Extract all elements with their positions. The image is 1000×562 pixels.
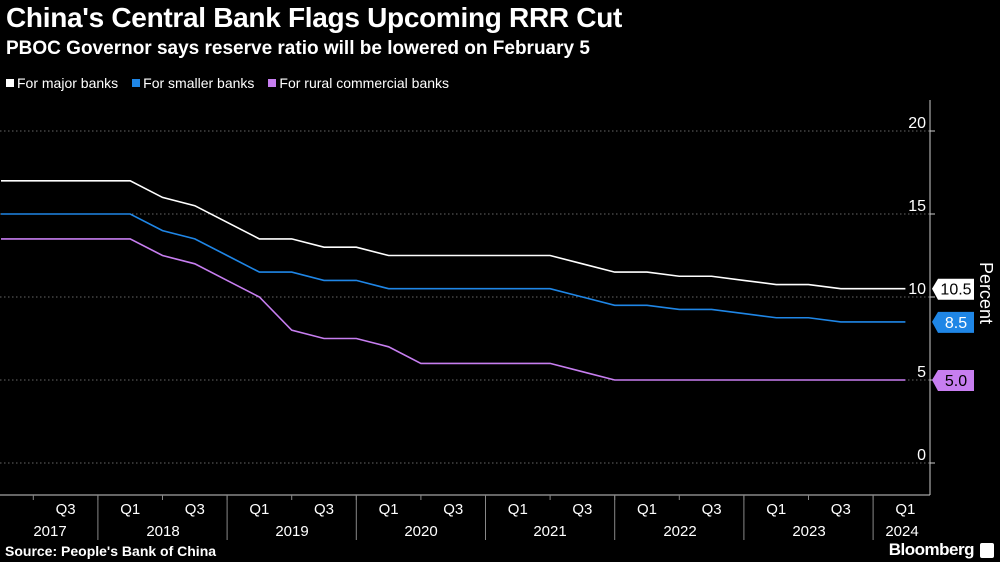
x-tick-label: Q1 [120, 501, 140, 518]
legend-label: For smaller banks [143, 75, 255, 91]
year-label: 2022 [663, 523, 696, 540]
legend-item-rural: For rural commercial banks [268, 75, 449, 91]
series-line-0 [1, 180, 906, 290]
legend-swatch [132, 79, 141, 87]
year-label: 2021 [533, 523, 566, 540]
legend-item-smaller: For smaller banks [132, 75, 254, 91]
brand-logo: Bloomberg [888, 540, 975, 559]
x-tick-label: Q3 [572, 501, 592, 518]
x-tick-label: Q1 [508, 501, 528, 518]
y-axis-label: Percent [976, 262, 996, 324]
x-tick-label: Q3 [56, 501, 76, 518]
series-line-1 [1, 213, 906, 323]
end-label-box [932, 370, 974, 391]
legend-item-major: For major banks [6, 75, 118, 91]
legend-label: For rural commercial banks [279, 75, 450, 91]
legend: For major banks For smaller banks For ru… [6, 75, 449, 91]
series-line-2 [1, 238, 906, 381]
year-label: 2019 [275, 523, 308, 540]
x-tick-label: Q3 [185, 501, 205, 518]
y-tick-label: 0 [917, 447, 926, 464]
end-value-label: 5.0 [932, 370, 974, 391]
end-label-text: 8.5 [945, 315, 967, 332]
end-value-label: 8.5 [932, 311, 974, 333]
x-tick-label: Q1 [379, 501, 399, 518]
x-tick-label: Q3 [702, 501, 722, 518]
end-label-box [932, 311, 974, 333]
end-value-label: 10.5 [932, 278, 974, 300]
y-tick-label: 20 [908, 115, 926, 132]
y-tick-label: 10 [908, 281, 926, 298]
year-label: 2017 [33, 523, 66, 540]
chart-subtitle: PBOC Governor says reserve ratio will be… [6, 38, 590, 59]
x-tick-label: Q3 [443, 501, 463, 518]
x-tick-label: Q1 [895, 501, 915, 518]
x-tick-label: Q1 [766, 501, 786, 518]
year-label: 2018 [146, 523, 179, 540]
x-tick-label: Q3 [314, 501, 334, 518]
end-label-box [932, 278, 974, 300]
x-tick-label: Q1 [637, 501, 657, 518]
year-label: 2024 [885, 523, 918, 540]
x-tick-label: Q3 [831, 501, 851, 518]
legend-swatch [268, 79, 277, 87]
end-label-text: 5.0 [945, 373, 967, 390]
y-tick-label: 5 [917, 364, 926, 381]
y-tick-label: 15 [908, 198, 926, 215]
year-label: 2023 [792, 523, 825, 540]
legend-swatch [6, 79, 14, 87]
legend-label: For major banks [17, 75, 119, 91]
x-tick-label: Q1 [249, 501, 269, 518]
year-label: 2020 [404, 523, 437, 540]
end-label-text: 10.5 [940, 282, 971, 299]
chart-title: China's Central Bank Flags Upcoming RRR … [6, 2, 623, 33]
bloomberg-icon [980, 543, 994, 558]
source-note: Source: People's Bank of China [5, 543, 217, 559]
